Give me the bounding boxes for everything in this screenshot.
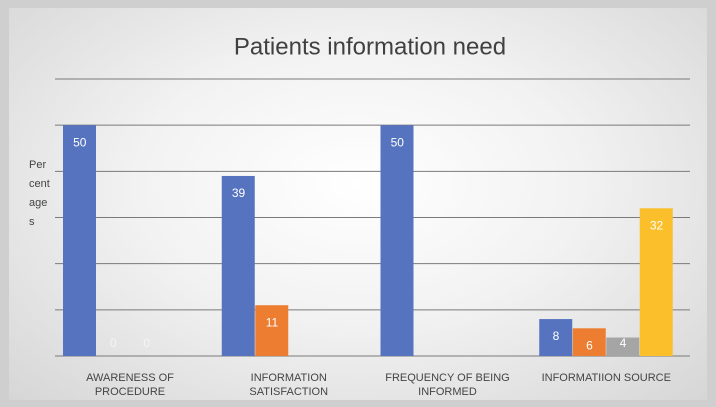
- x-tick-label: INFORMATIION SOURCE: [541, 372, 671, 384]
- data-label: 0: [110, 336, 117, 350]
- bar: [255, 305, 289, 356]
- data-label: 50: [391, 135, 405, 149]
- bar: [221, 175, 255, 356]
- data-label: 0: [143, 336, 150, 350]
- bar: [606, 337, 640, 356]
- x-tick-label: AWARENESS OF PROCEDURE: [86, 372, 174, 398]
- y-label-box: Percentages: [29, 159, 50, 228]
- data-label: 4: [620, 336, 627, 350]
- data-label: 39: [232, 186, 246, 200]
- data-label: 8: [553, 329, 560, 343]
- data-label: 6: [586, 338, 593, 352]
- bar: [63, 125, 96, 357]
- bar: [539, 319, 573, 356]
- x-tick-label-box: INFORMATIION SOURCE: [541, 372, 671, 384]
- data-label: 32: [650, 218, 664, 232]
- x-tick-label: INFORMATION SATISFACTION: [249, 372, 329, 398]
- chart-title: Patients information need: [234, 33, 506, 60]
- x-tick-label-box: INFORMATION SATISFACTION: [249, 372, 329, 398]
- x-tick-label-box: FREQUENCY OF BEING INFORMED: [385, 372, 510, 398]
- bar: [572, 328, 606, 356]
- bar: [639, 208, 673, 356]
- data-label: 11: [266, 315, 279, 329]
- x-tick-label: FREQUENCY OF BEING INFORMED: [385, 372, 510, 398]
- bar: [380, 125, 414, 357]
- y-axis-label: Percentages: [29, 159, 50, 228]
- data-label: 50: [73, 135, 87, 149]
- x-tick-label-box: AWARENESS OF PROCEDURE: [86, 372, 174, 398]
